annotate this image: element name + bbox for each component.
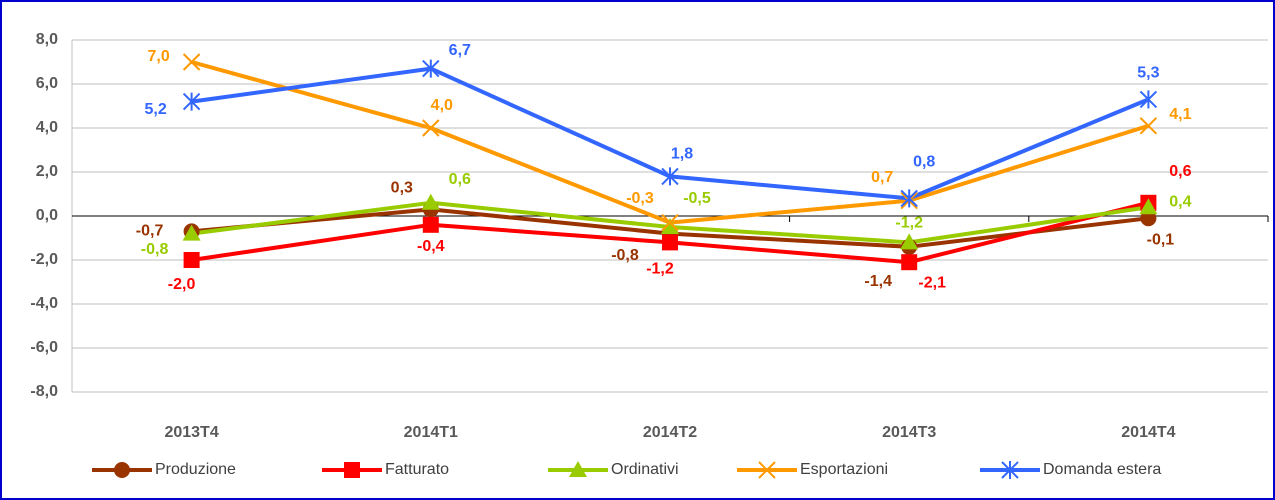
- y-tick-label: 4,0: [36, 119, 58, 136]
- marker: [422, 216, 439, 233]
- marker: [569, 461, 587, 477]
- marker: [344, 462, 360, 478]
- legend-label: Fatturato: [385, 461, 449, 478]
- y-tick-label: 8,0: [36, 31, 58, 48]
- data-label: -0,7: [136, 223, 164, 240]
- data-label: -0,3: [626, 190, 654, 207]
- data-label: 0,4: [1169, 193, 1191, 210]
- marker: [182, 224, 201, 241]
- y-tick-label: -4,0: [30, 295, 58, 312]
- data-label: 5,2: [144, 101, 166, 118]
- data-label: 0,6: [1169, 163, 1191, 180]
- y-tick-label: -6,0: [30, 339, 58, 356]
- data-label: 5,3: [1137, 65, 1159, 82]
- data-label: 0,3: [391, 180, 413, 197]
- legend-label: Produzione: [155, 461, 236, 478]
- marker: [900, 189, 918, 208]
- legend-label: Domanda estera: [1043, 461, 1161, 478]
- marker: [422, 59, 440, 78]
- legend-label: Ordinativi: [611, 461, 679, 478]
- marker: [661, 218, 679, 234]
- data-label: -0,5: [683, 190, 711, 207]
- marker: [661, 167, 679, 186]
- data-label: 6,7: [449, 42, 471, 59]
- marker: [422, 119, 440, 137]
- data-label: -2,0: [168, 276, 196, 293]
- data-label: 4,0: [431, 97, 453, 114]
- x-tick-label: 2014T1: [404, 424, 458, 441]
- x-tick-label: 2013T4: [164, 424, 218, 441]
- marker: [758, 461, 776, 479]
- marker: [1139, 90, 1158, 109]
- marker: [182, 92, 201, 111]
- data-label: 0,7: [871, 169, 893, 186]
- data-label: 7,0: [147, 48, 169, 65]
- x-tick-label: 2014T3: [882, 424, 936, 441]
- data-label: 0,6: [449, 171, 471, 188]
- legend-label: Esportazioni: [800, 461, 888, 478]
- x-tick-label: 2014T4: [1121, 424, 1175, 441]
- y-tick-label: 0,0: [36, 207, 58, 224]
- marker: [182, 53, 201, 71]
- data-label: -1,2: [895, 215, 923, 232]
- data-label: 4,1: [1169, 106, 1191, 123]
- marker: [901, 254, 918, 271]
- marker: [1001, 461, 1019, 479]
- data-label: -0,4: [417, 238, 445, 255]
- marker: [661, 213, 679, 232]
- marker: [421, 193, 440, 210]
- data-label: -0,1: [1147, 231, 1175, 248]
- y-tick-label: 6,0: [36, 75, 58, 92]
- marker: [662, 234, 678, 251]
- marker: [900, 233, 919, 250]
- y-tick-label: -2,0: [30, 251, 58, 268]
- y-tick-label: 2,0: [36, 163, 58, 180]
- marker: [114, 462, 130, 478]
- data-label: -2,1: [918, 274, 946, 291]
- data-label: 0,8: [913, 154, 935, 171]
- data-label: -0,8: [611, 247, 639, 264]
- data-label: -1,4: [864, 273, 892, 290]
- data-label: -1,2: [646, 261, 674, 278]
- marker: [1139, 198, 1158, 215]
- marker: [1139, 117, 1158, 135]
- data-label: -0,8: [141, 241, 169, 258]
- x-tick-label: 2014T2: [643, 424, 697, 441]
- data-label: 1,8: [671, 146, 693, 163]
- y-tick-label: -8,0: [30, 383, 58, 400]
- marker: [183, 252, 200, 268]
